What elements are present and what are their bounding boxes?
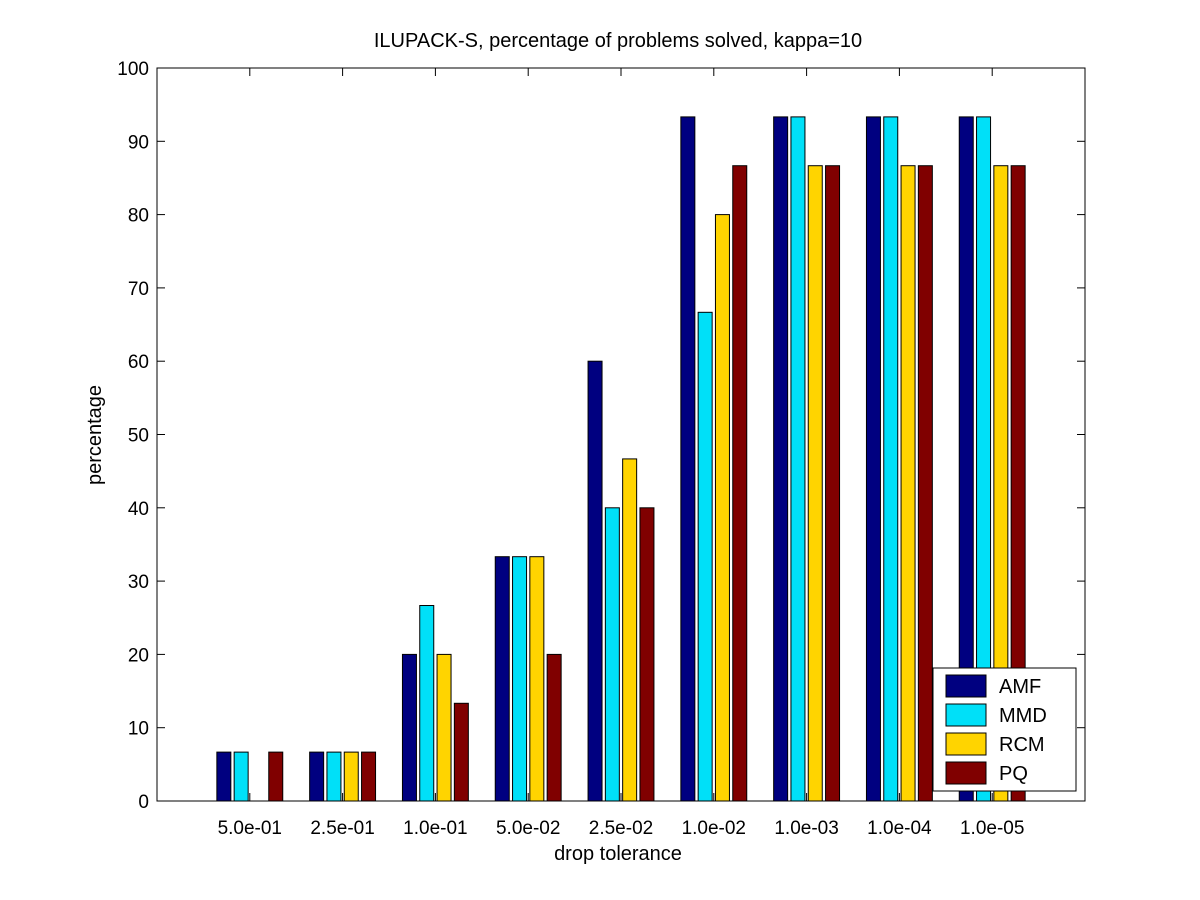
legend: AMF MMD RCM PQ [932, 667, 1077, 792]
bar-amf-1.0e-05 [958, 116, 974, 802]
bar-mmd-1.0e-02 [697, 311, 713, 802]
legend-swatch-mmd [945, 703, 987, 727]
y-tick-label: 30 [128, 572, 149, 593]
y-tick-label: 100 [117, 59, 149, 80]
bar-mmd-2.5e-02 [604, 507, 620, 802]
bar-mmd-1.0e-03 [790, 116, 806, 802]
bar-pq-1.0e-05 [1010, 165, 1026, 802]
x-tick-label: 2.5e-01 [310, 818, 374, 839]
legend-swatch-pq [945, 761, 987, 785]
bar-amf-2.5e-02 [587, 360, 603, 802]
bar-rcm-5.0e-02 [529, 556, 545, 802]
x-axis-label: drop tolerance [554, 843, 682, 865]
bar-amf-1.0e-04 [865, 116, 881, 802]
bar-pq-1.0e-03 [825, 165, 841, 802]
bar-mmd-5.0e-01 [233, 751, 249, 802]
x-tick-label: 1.0e-05 [960, 818, 1024, 839]
bar-amf-2.5e-01 [309, 751, 325, 802]
bar-mmd-1.0e-01 [419, 605, 435, 802]
y-tick-label: 0 [138, 792, 149, 813]
y-tick-label: 10 [128, 719, 149, 740]
x-tick-label: 2.5e-02 [589, 818, 653, 839]
bar-mmd-1.0e-04 [883, 116, 899, 802]
bar-rcm-2.5e-01 [343, 751, 359, 802]
x-tick-label: 1.0e-01 [403, 818, 467, 839]
bar-rcm-1.0e-04 [900, 165, 916, 802]
legend-label-amf: AMF [999, 676, 1041, 698]
y-axis-label: percentage [84, 385, 106, 485]
bar-mmd-1.0e-05 [976, 116, 992, 802]
bar-amf-1.0e-03 [773, 116, 789, 802]
x-tick-label: 5.0e-02 [496, 818, 560, 839]
bar-pq-1.0e-02 [732, 165, 748, 802]
x-tick-label: 5.0e-01 [218, 818, 282, 839]
bar-pq-5.0e-01 [268, 751, 284, 802]
legend-swatch-rcm [945, 732, 987, 756]
y-tick-label: 40 [128, 499, 149, 520]
x-tick-label: 1.0e-02 [682, 818, 746, 839]
bars-group [216, 116, 1026, 802]
bar-pq-5.0e-02 [546, 653, 562, 802]
bar-rcm-2.5e-02 [622, 458, 638, 802]
bar-amf-1.0e-02 [680, 116, 696, 802]
chart-title: ILUPACK-S, percentage of problems solved… [374, 30, 862, 52]
x-axis: 5.0e-01 2.5e-01 1.0e-01 5.0e-02 2.5e-02 1.0e-… [218, 68, 1024, 839]
y-tick-label: 20 [128, 645, 149, 666]
x-tick-label: 1.0e-04 [867, 818, 932, 839]
bar-rcm-1.0e-05 [993, 165, 1009, 802]
legend-swatch-amf [945, 674, 987, 698]
bar-pq-1.0e-04 [917, 165, 933, 802]
bar-pq-1.0e-01 [453, 702, 469, 802]
bar-amf-1.0e-01 [401, 653, 417, 802]
y-tick-label: 80 [128, 206, 149, 227]
y-tick-label: 90 [128, 132, 149, 153]
bar-amf-5.0e-02 [494, 556, 510, 802]
bar-amf-5.0e-01 [216, 751, 232, 802]
y-tick-label: 70 [128, 279, 149, 300]
y-tick-label: 60 [128, 352, 149, 373]
legend-label-rcm: RCM [999, 734, 1045, 756]
legend-label-mmd: MMD [999, 705, 1047, 727]
y-tick-label: 50 [128, 426, 149, 447]
x-tick-label: 1.0e-03 [774, 818, 838, 839]
bar-pq-2.5e-02 [639, 507, 655, 802]
bar-rcm-1.0e-02 [714, 214, 730, 802]
bar-mmd-2.5e-01 [326, 751, 342, 802]
legend-label-pq: PQ [999, 763, 1028, 785]
bar-rcm-1.0e-03 [807, 165, 823, 802]
y-axis: 0 10 20 30 40 50 60 70 80 90 100 [117, 59, 1085, 813]
bar-pq-2.5e-01 [361, 751, 377, 802]
bar-rcm-1.0e-01 [436, 653, 452, 802]
bar-mmd-5.0e-02 [512, 556, 528, 802]
